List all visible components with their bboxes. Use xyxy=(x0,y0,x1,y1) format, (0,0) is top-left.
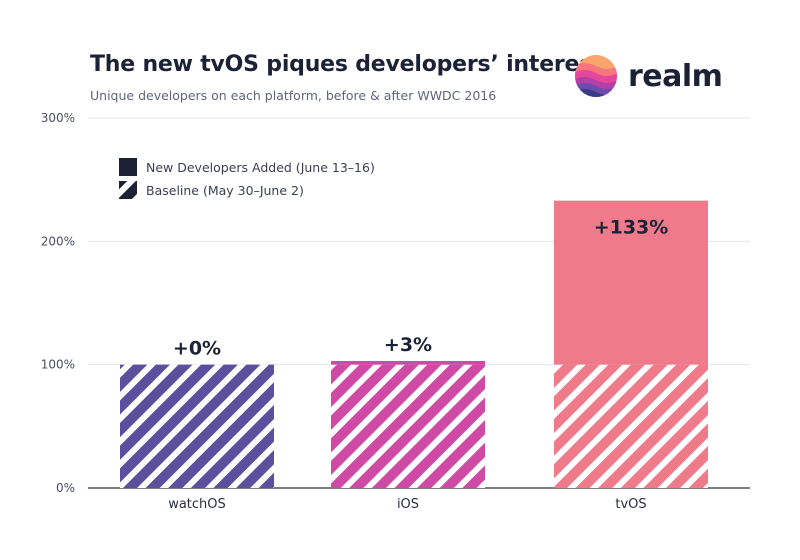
y-tick-label: 0% xyxy=(56,481,75,495)
realm-logo-text: realm xyxy=(628,58,723,94)
x-tick-label-ios: iOS xyxy=(397,497,419,512)
legend-label-baseline: Baseline (May 30–June 2) xyxy=(146,183,304,198)
bar-added-ios xyxy=(331,360,485,365)
chart-title: The new tvOS piques developers’ interest xyxy=(90,52,603,77)
legend-swatch-baseline xyxy=(119,181,137,199)
realm-logo: realm xyxy=(574,54,724,98)
labels: +0% watchOS +3% iOS +133% tvOS xyxy=(168,217,668,512)
data-label-ios: +3% xyxy=(384,334,432,356)
bar-added-tvos xyxy=(554,200,708,365)
y-tick-label: 200% xyxy=(41,234,75,248)
legend: New Developers Added (June 13–16) Baseli… xyxy=(119,158,375,199)
legend-swatch-new-developers xyxy=(119,158,137,176)
bar-baseline-tvos xyxy=(554,364,708,488)
bar-baseline-watchos xyxy=(120,364,274,488)
realm-logo-icon xyxy=(575,55,617,97)
bars xyxy=(120,200,708,488)
x-tick-label-watchos: watchOS xyxy=(168,497,226,512)
data-label-tvos: +133% xyxy=(594,217,669,239)
y-tick-label: 300% xyxy=(41,111,75,125)
data-label-watchos: +0% xyxy=(173,338,221,360)
chart-subtitle: Unique developers on each platform, befo… xyxy=(90,88,497,103)
bar-baseline-ios xyxy=(331,364,485,488)
x-tick-label-tvos: tvOS xyxy=(615,497,646,512)
y-tick-label: 100% xyxy=(41,358,75,372)
legend-label-new-developers: New Developers Added (June 13–16) xyxy=(146,160,375,175)
